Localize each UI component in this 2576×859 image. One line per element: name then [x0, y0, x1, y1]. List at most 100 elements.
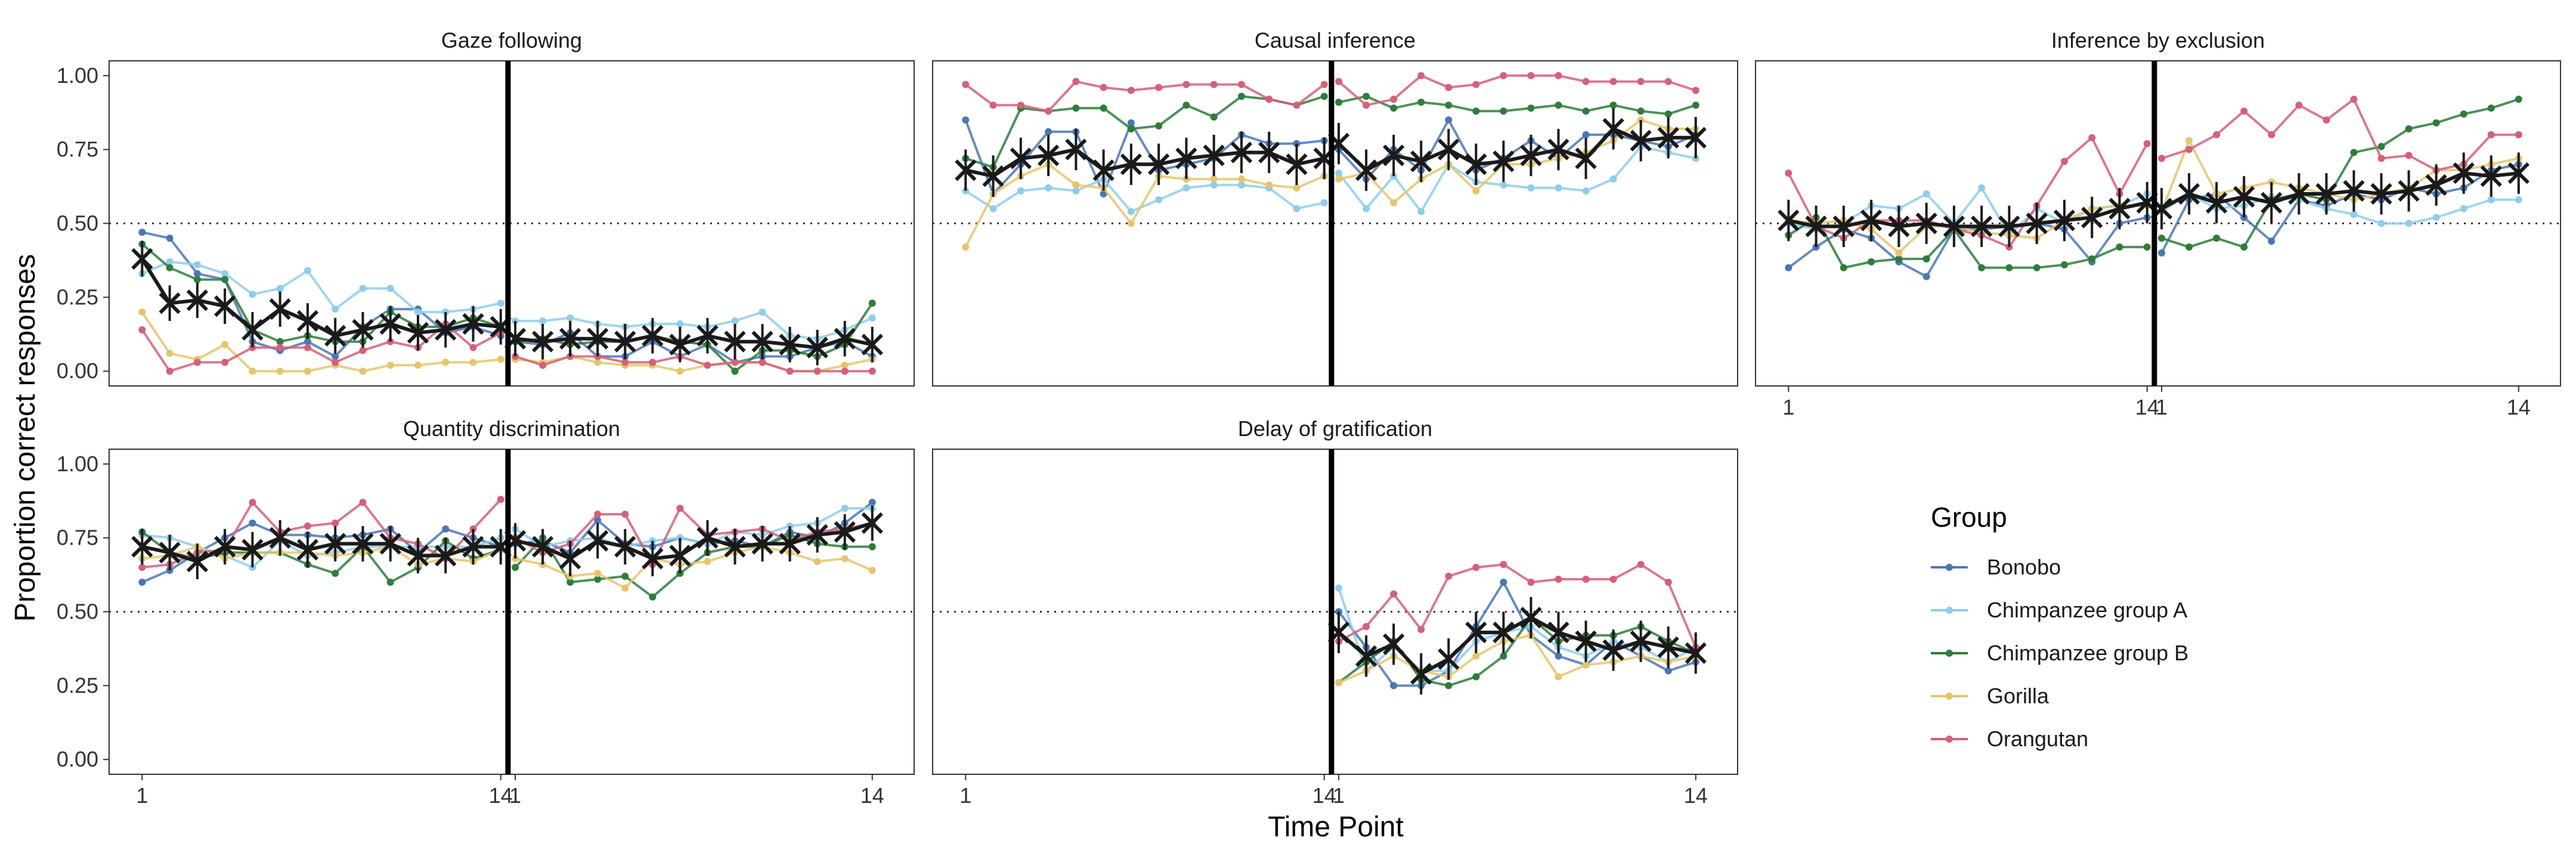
- series-line: [141, 311, 501, 373]
- data-point: [2377, 220, 2385, 227]
- mean-marker: [1383, 144, 1405, 166]
- data-point: [276, 367, 284, 375]
- data-point: [2405, 125, 2413, 132]
- legend-label: Gorilla: [1987, 684, 2049, 708]
- data-point: [1582, 576, 1590, 583]
- series-line: [2161, 97, 2519, 172]
- series-line: [515, 506, 873, 567]
- data-point: [1978, 184, 1986, 192]
- data-point: [649, 359, 657, 366]
- data-point: [1922, 255, 1930, 262]
- x-tick-label: 14: [2135, 395, 2159, 419]
- mean-marker: [1355, 159, 1377, 181]
- mean-marker: [1092, 159, 1114, 181]
- data-point: [304, 338, 311, 345]
- mean-marker: [955, 159, 977, 181]
- data-point: [359, 367, 367, 375]
- series-line: [1337, 145, 1696, 214]
- mean-marker: [242, 319, 264, 341]
- data-point: [868, 567, 876, 574]
- series-line: [515, 545, 873, 590]
- data-point: [1555, 673, 1562, 681]
- data-point: [414, 308, 422, 316]
- mean-marker: [2109, 197, 2131, 220]
- mean-marker: [834, 521, 856, 543]
- data-point: [676, 367, 684, 375]
- data-point: [962, 81, 970, 88]
- x-tick-label: 14: [860, 783, 884, 808]
- mean-marker: [982, 165, 1004, 187]
- series-line: [1338, 95, 1696, 116]
- data-point: [2350, 95, 2358, 103]
- data-point: [332, 519, 339, 527]
- data-point: [786, 367, 794, 375]
- series-line: [965, 177, 1325, 214]
- x-tick-label: 14: [2507, 395, 2531, 419]
- mean-marker: [324, 325, 346, 347]
- data-point: [2460, 205, 2467, 212]
- data-point: [841, 505, 849, 512]
- mean-marker: [352, 533, 374, 555]
- data-point: [2405, 152, 2413, 159]
- data-point: [1210, 81, 1218, 88]
- mean-marker: [1575, 630, 1597, 653]
- legend-title: Group: [1931, 502, 2007, 533]
- data-point: [1527, 184, 1535, 192]
- data-point: [868, 367, 876, 375]
- data-point: [1527, 72, 1535, 79]
- data-point: [276, 338, 284, 345]
- data-point: [621, 359, 629, 366]
- data-point: [1045, 184, 1052, 192]
- data-point: [731, 359, 739, 366]
- data-point: [386, 285, 394, 292]
- data-point: [1609, 101, 1617, 109]
- data-point: [1335, 169, 1343, 177]
- data-point: [497, 496, 504, 503]
- data-point: [2240, 243, 2248, 251]
- y-tick-label: 0.25: [57, 285, 98, 309]
- data-point: [249, 499, 256, 506]
- mean-marker: [806, 524, 828, 546]
- facet-title: Gaze following: [441, 28, 582, 52]
- mean-marker: [724, 330, 746, 353]
- facet-panels: Gaze following 0.00 0.25 0.50 0.75 1.00 Causal…: [57, 28, 2561, 808]
- mean-marker: [1685, 126, 1707, 149]
- mean-marker: [861, 512, 883, 534]
- data-point: [2460, 110, 2467, 118]
- mean-marker: [2288, 183, 2310, 205]
- mean-marker: [587, 327, 609, 350]
- data-point: [2487, 196, 2495, 203]
- mean-marker: [559, 548, 581, 570]
- data-point: [166, 367, 174, 375]
- data-point: [1210, 175, 1218, 183]
- data-point: [2487, 104, 2495, 112]
- data-point: [1335, 679, 1343, 687]
- data-point: [193, 270, 201, 277]
- mean-marker: [462, 313, 484, 335]
- data-point: [1582, 661, 1590, 669]
- data-point: [2515, 131, 2522, 138]
- mean-marker: [1203, 144, 1225, 166]
- facet-title: Delay of gratification: [1238, 416, 1432, 441]
- data-point: [1500, 181, 1507, 189]
- data-point: [469, 359, 477, 366]
- mean-marker: [1038, 144, 1060, 166]
- series-line: [1337, 74, 1696, 107]
- data-point: [1500, 578, 1507, 586]
- mean-marker: [696, 325, 719, 347]
- data-point: [2350, 211, 2358, 218]
- data-point: [989, 101, 997, 109]
- mean-marker: [779, 533, 801, 555]
- data-point: [1320, 199, 1328, 206]
- data-point: [1609, 78, 1617, 85]
- mean-marker: [1120, 153, 1143, 175]
- legend-key-point: [1946, 564, 1953, 571]
- series-line: [141, 260, 501, 314]
- data-point: [1210, 113, 1218, 121]
- mean-marker: [1010, 147, 1032, 169]
- legend-item-orangutan: Orangutan: [1931, 727, 2088, 751]
- data-point: [962, 116, 970, 124]
- mean-marker: [2453, 162, 2475, 184]
- x-axis-title: Time Point: [1268, 811, 1404, 843]
